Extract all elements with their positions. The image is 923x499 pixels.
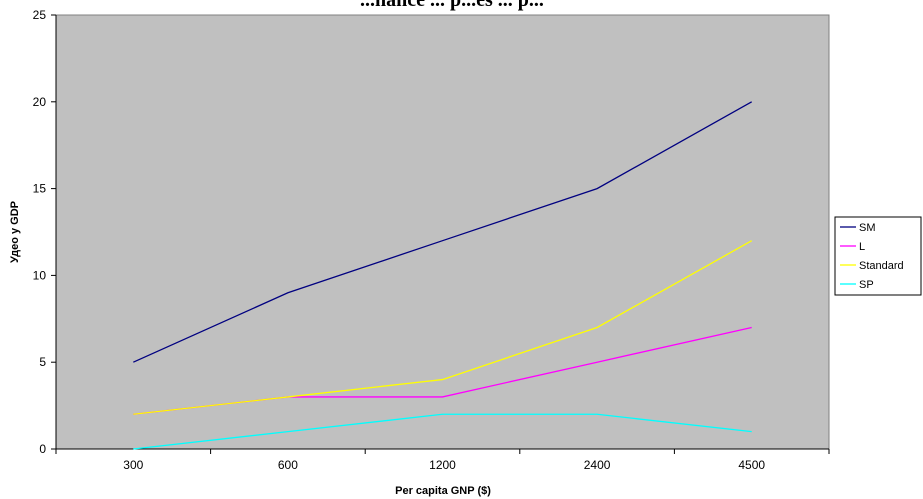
y-tick-label: 0 <box>39 442 46 456</box>
chart-title: ...nance ... p...es ... p... <box>360 0 544 11</box>
y-tick-label: 20 <box>33 95 47 109</box>
y-axis: 0 5 10 15 20 25 <box>33 8 57 456</box>
x-tick-label: 2400 <box>584 458 611 472</box>
legend-box <box>834 216 922 296</box>
plot-area <box>55 14 830 450</box>
legend-label: Standard <box>859 260 904 272</box>
x-tick-label: 1200 <box>429 458 456 472</box>
legend-label: SP <box>859 279 874 291</box>
series-line-sm <box>133 101 753 363</box>
x-tick-label: 4500 <box>738 458 765 472</box>
x-tick-label: 600 <box>278 458 298 472</box>
series-lines <box>133 101 753 450</box>
y-tick-label: 5 <box>39 355 46 369</box>
x-axis-title: Per capita GNP ($) <box>395 485 491 497</box>
y-tick-label: 25 <box>33 8 47 22</box>
legend: SM L Standard SP <box>834 216 922 296</box>
x-axis: 300 600 1200 2400 4500 <box>55 448 830 472</box>
y-tick-label: 10 <box>33 268 47 282</box>
legend-label: L <box>859 241 865 253</box>
legend-label: SM <box>859 222 876 234</box>
series-line-standard <box>133 240 753 415</box>
series-line-sp <box>133 413 752 450</box>
y-axis-title: Удео у GDP <box>9 201 21 263</box>
y-tick-label: 15 <box>33 182 47 196</box>
x-tick-label: 300 <box>123 458 143 472</box>
